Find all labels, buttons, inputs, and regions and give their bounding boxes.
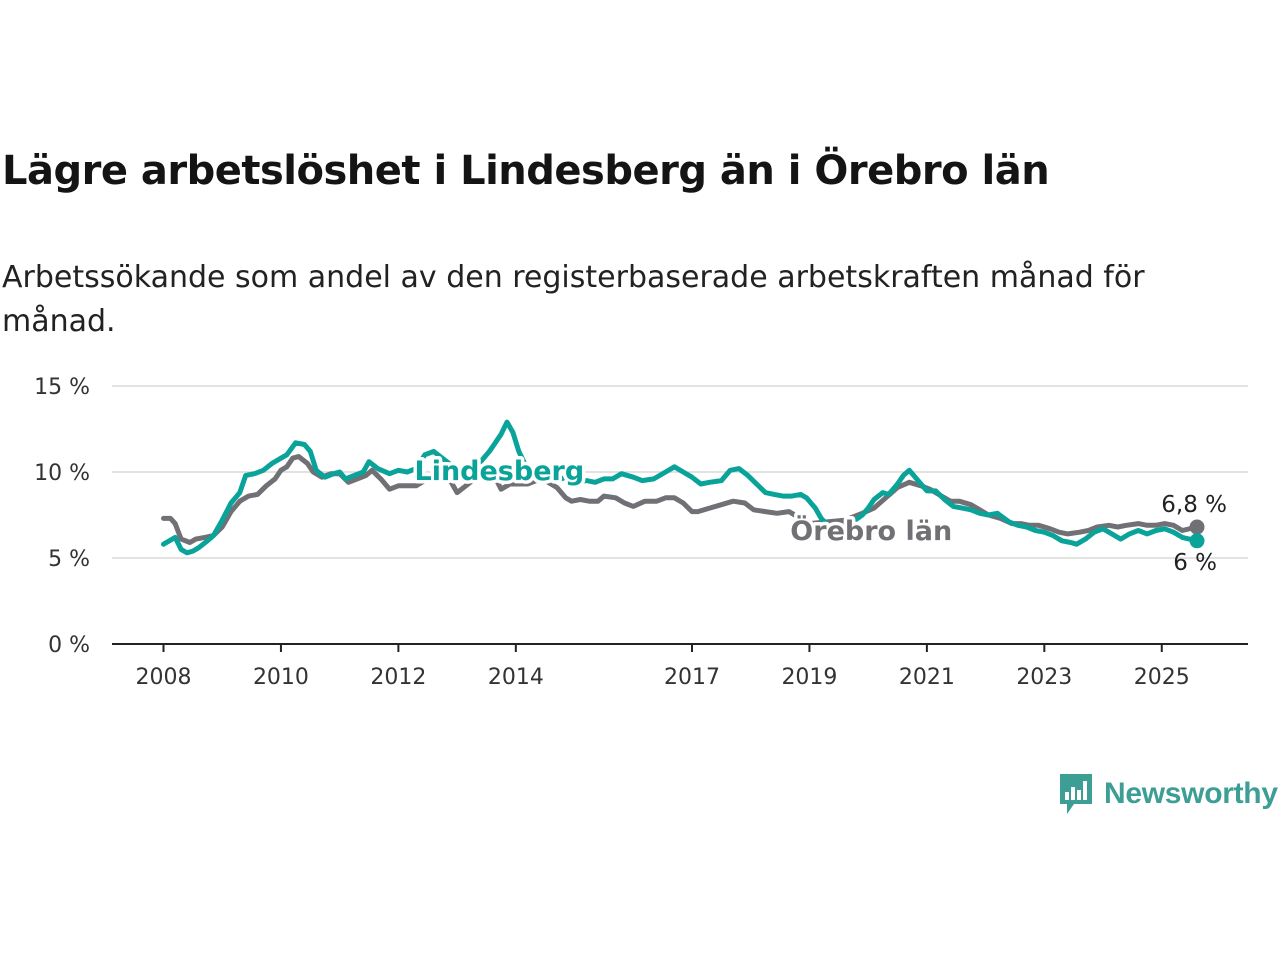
x-tick-label: 2008 [136,665,192,690]
x-tick-label: 2017 [664,665,720,690]
end-point-lindesberg [1189,533,1205,549]
newsworthy-logo: Newsworthy [1058,772,1278,816]
y-tick-label: 0 % [48,633,90,658]
chart-title: Lägre arbetslöshet i Lindesberg än i Öre… [2,148,1050,194]
chart-subtitle: Arbetssökande som andel av den registerb… [2,260,1145,339]
end-point-orebro-lan [1189,519,1205,535]
y-tick-label: 5 % [48,547,90,572]
x-tick-label: 2019 [781,665,837,690]
x-tick-label: 2012 [370,665,426,690]
series-lines [161,419,1200,556]
end-value-label-lindesberg: 6 % [1173,550,1217,576]
series-line-lindesberg [161,419,1200,556]
series-labels: Lindesberg Örebro län [411,453,956,551]
end-value-label-orebro-lan: 6,8 % [1161,492,1227,518]
x-tick-label: 2021 [899,665,955,690]
x-tick-label: 2014 [488,665,544,690]
x-tick-label: 2010 [253,665,309,690]
bar-chart-speech-bubble-icon [1060,774,1092,814]
series-label-lindesberg: Lindesberg [414,456,584,487]
series-label-orebro-lan: Örebro län [790,514,952,547]
end-markers: 6,8 % 6 % [1161,492,1227,576]
x-axis-ticks: 2008 2010 2012 2014 2017 2019 2021 2023 2025 [136,644,1190,690]
line-chart: 0 %5 %10 %15 % 2008 2010 2012 2014 2017 2019 2… [34,375,1248,690]
y-axis-ticks: 0 % 5 % 10 % 15 % [34,375,90,658]
y-tick-label: 15 % [34,375,90,400]
x-tick-label: 2025 [1134,665,1190,690]
grid-lines [112,385,1248,645]
y-tick-label: 10 % [34,461,90,486]
x-tick-label: 2023 [1016,665,1072,690]
brand-name: Newsworthy [1104,777,1278,810]
